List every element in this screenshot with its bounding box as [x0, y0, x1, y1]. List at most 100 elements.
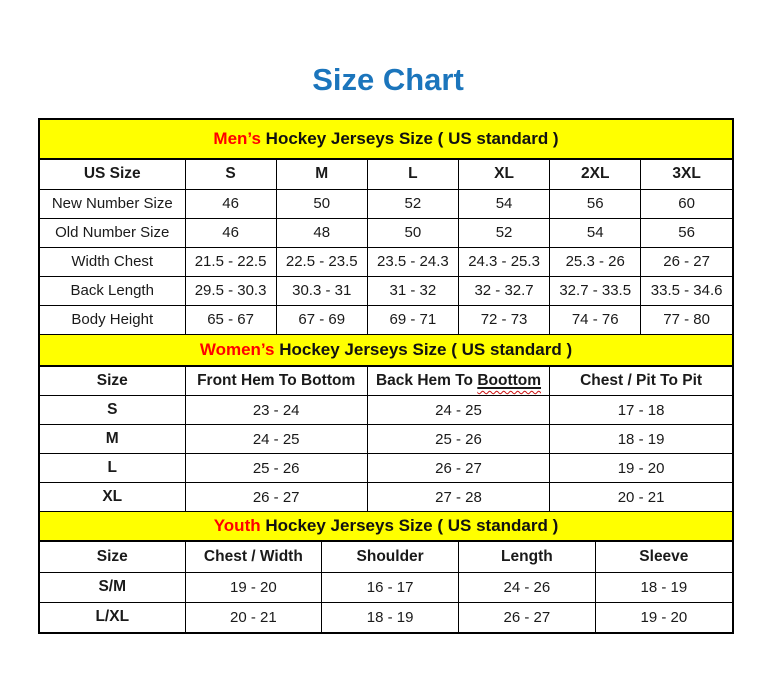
column-header-prefix: Back Hem To — [375, 371, 478, 389]
youth-header-row: Size Chest / Width Shoulder Length Sleeve — [40, 542, 732, 573]
womens-band-text: Hockey Jerseys Size ( US standard ) — [274, 339, 573, 359]
column-header: US Size — [40, 160, 186, 190]
size-cell: 32.7 - 33.5 — [549, 275, 642, 306]
size-cell: 25.3 - 26 — [549, 246, 642, 277]
row-label: L — [40, 453, 186, 483]
youth-band-text: Hockey Jerseys Size ( US standard ) — [260, 516, 559, 535]
size-cell: 24 - 26 — [458, 571, 596, 603]
youth-section-band: Youth Hockey Jerseys Size ( US standard … — [40, 512, 732, 542]
size-cell: 24 - 25 — [184, 424, 368, 454]
size-cell: 32 - 32.7 — [457, 275, 551, 306]
size-cell: 26 - 27 — [184, 482, 368, 512]
size-cell: 18 - 19 — [321, 601, 459, 632]
size-cell: 22.5 - 23.5 — [275, 246, 368, 277]
size-cell: 60 — [640, 188, 732, 219]
row-label: XL — [40, 482, 186, 512]
table-row: M 24 - 25 25 - 26 18 - 19 — [40, 424, 732, 454]
size-cell: 30.3 - 31 — [275, 275, 368, 306]
column-header: M — [275, 160, 368, 190]
size-cell: 72 - 73 — [457, 304, 551, 335]
row-label: L/XL — [40, 601, 186, 632]
size-cell: 19 - 20 — [549, 453, 732, 483]
size-cell: 33.5 - 34.6 — [640, 275, 732, 306]
column-header-misspelled: Back Hem To Boottom — [366, 366, 551, 396]
mens-size-table: US Size S M L XL 2XL 3XL New Number Size 46 50 52 5… — [40, 160, 732, 335]
column-header: L — [366, 160, 459, 190]
size-cell: 67 - 69 — [275, 304, 368, 335]
table-row: Width Chest 21.5 - 22.5 22.5 - 23.5 23.5 - … — [40, 246, 732, 277]
womens-header-row: Size Front Hem To Bottom Back Hem To Boott… — [40, 366, 732, 396]
row-label: Body Height — [40, 304, 186, 335]
table-row: XL 26 - 27 27 - 28 20 - 21 — [40, 482, 732, 512]
youth-size-table: Size Chest / Width Shoulder Length Sleeve S/M… — [40, 542, 732, 632]
youth-band-highlight: Youth — [213, 516, 261, 535]
size-cell: 17 - 18 — [549, 395, 732, 425]
column-header: Front Hem To Bottom — [184, 366, 368, 396]
youth-section: Youth Hockey Jerseys Size ( US standard … — [40, 512, 732, 632]
column-header: Size — [40, 542, 186, 573]
table-row: L 25 - 26 26 - 27 19 - 20 — [40, 453, 732, 483]
size-cell: 46 — [184, 217, 277, 248]
column-header: Length — [458, 542, 596, 573]
size-cell: 26 - 27 — [366, 453, 551, 483]
size-cell: 19 - 20 — [594, 601, 732, 632]
row-label: S/M — [40, 571, 186, 603]
column-header: Size — [40, 366, 186, 396]
table-row: S/M 19 - 20 16 - 17 24 - 26 18 - 19 — [40, 571, 732, 603]
column-header: XL — [457, 160, 551, 190]
row-label: Old Number Size — [40, 217, 186, 248]
size-cell: 52 — [457, 217, 551, 248]
column-header: Sleeve — [594, 542, 732, 573]
size-cell: 54 — [549, 217, 642, 248]
size-cell: 18 - 19 — [549, 424, 732, 454]
size-cell: 16 - 17 — [321, 571, 459, 603]
size-cell: 29.5 - 30.3 — [184, 275, 277, 306]
size-cell: 19 - 20 — [184, 571, 323, 603]
page-title: Size Chart — [312, 62, 464, 97]
size-chart: Men’s Hockey Jerseys Size ( US standard … — [38, 118, 734, 634]
column-header: Shoulder — [321, 542, 459, 573]
row-label: M — [40, 424, 186, 454]
size-cell: 77 - 80 — [640, 304, 732, 335]
size-cell: 18 - 19 — [594, 571, 732, 603]
size-cell: 69 - 71 — [366, 304, 459, 335]
row-label: Width Chest — [40, 246, 186, 277]
table-row: Back Length 29.5 - 30.3 30.3 - 31 31 - 32 32… — [40, 275, 732, 306]
size-cell: 74 - 76 — [549, 304, 642, 335]
size-cell: 52 — [366, 188, 459, 219]
size-cell: 26 - 27 — [640, 246, 732, 277]
column-header: Chest / Pit To Pit — [549, 366, 732, 396]
womens-band-highlight: Women’s — [199, 339, 275, 359]
table-row: S 23 - 24 24 - 25 17 - 18 — [40, 395, 732, 425]
size-cell: 50 — [366, 217, 459, 248]
mens-band-text: Hockey Jerseys Size ( US standard ) — [260, 129, 559, 148]
size-cell: 25 - 26 — [366, 424, 551, 454]
row-label: S — [40, 395, 186, 425]
size-cell: 50 — [275, 188, 368, 219]
column-header: 3XL — [640, 160, 732, 190]
size-cell: 20 - 21 — [549, 482, 732, 512]
mens-section: Men’s Hockey Jerseys Size ( US standard … — [40, 120, 732, 335]
spellcheck-squiggle: Boottom — [477, 372, 541, 389]
womens-section: Women’s Hockey Jerseys Size ( US standar… — [40, 334, 732, 512]
size-cell: 23 - 24 — [184, 395, 368, 425]
size-cell: 27 - 28 — [366, 482, 551, 512]
size-cell: 23.5 - 24.3 — [366, 246, 459, 277]
row-label: New Number Size — [40, 188, 186, 219]
size-cell: 46 — [184, 188, 277, 219]
mens-section-band: Men’s Hockey Jerseys Size ( US standard … — [40, 120, 732, 160]
mens-header-row: US Size S M L XL 2XL 3XL — [40, 160, 732, 190]
table-row: Body Height 65 - 67 67 - 69 69 - 71 72 - 73 7… — [40, 304, 732, 335]
size-cell: 24.3 - 25.3 — [457, 246, 551, 277]
table-row: L/XL 20 - 21 18 - 19 26 - 27 19 - 20 — [40, 601, 732, 632]
table-row: New Number Size 46 50 52 54 56 60 — [40, 188, 732, 219]
size-cell: 31 - 32 — [366, 275, 459, 306]
size-cell: 26 - 27 — [458, 601, 596, 632]
misspelled-word: Boottom — [477, 371, 542, 389]
size-cell: 24 - 25 — [366, 395, 551, 425]
size-cell: 56 — [549, 188, 642, 219]
mens-band-highlight: Men’s — [213, 129, 261, 148]
size-cell: 20 - 21 — [184, 601, 323, 632]
womens-section-band: Women’s Hockey Jerseys Size ( US standar… — [40, 334, 732, 367]
